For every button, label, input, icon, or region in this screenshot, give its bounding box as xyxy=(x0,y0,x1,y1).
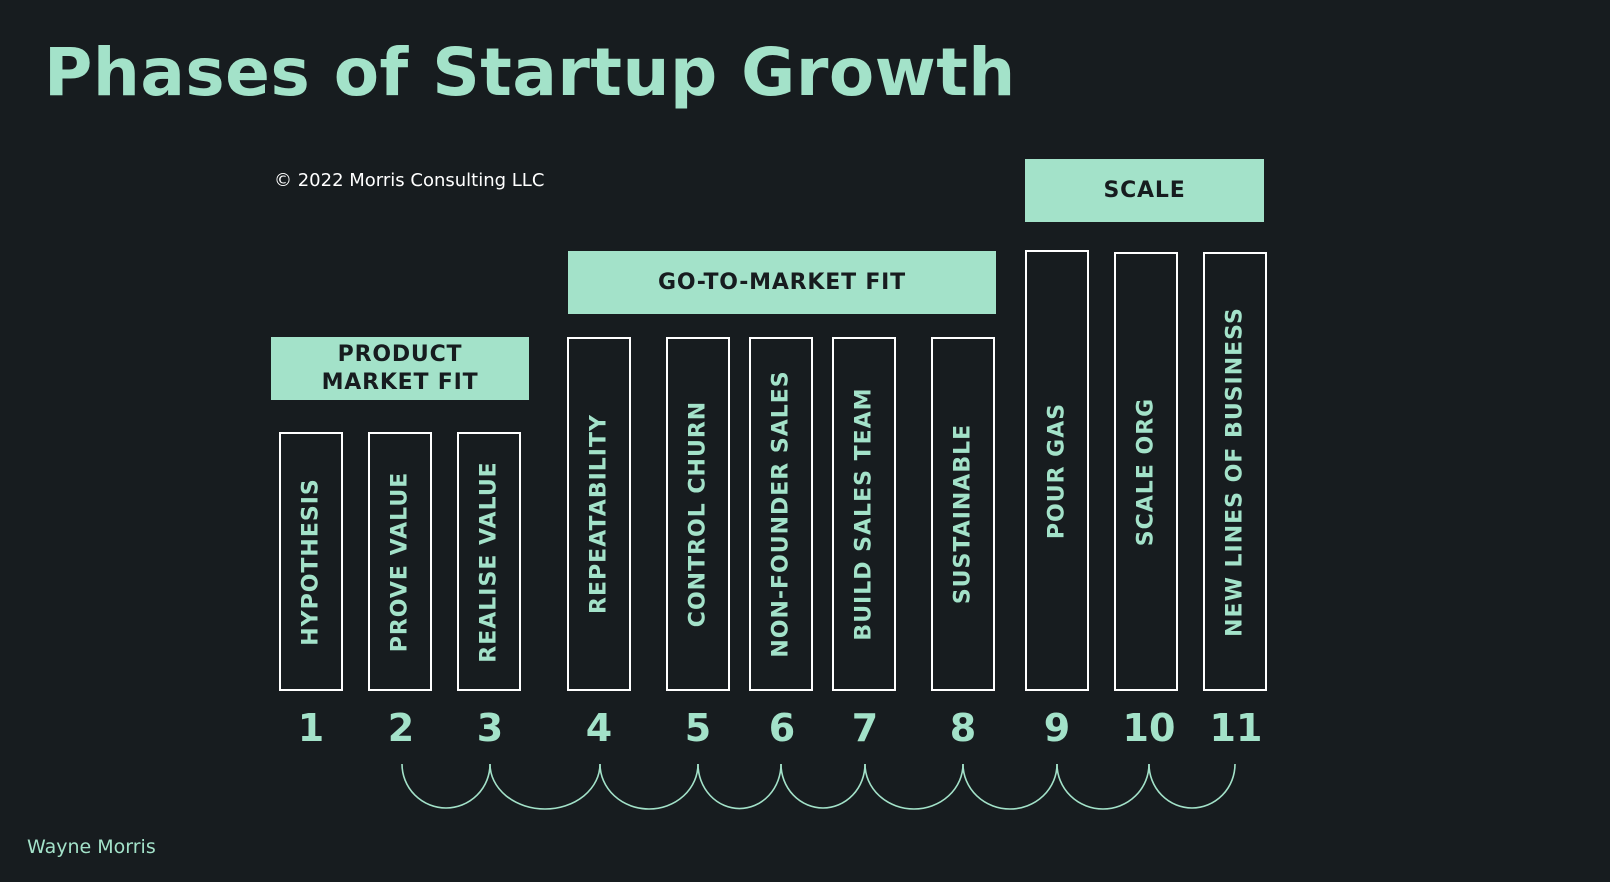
step-number: 1 xyxy=(297,706,325,750)
step-box-10: SCALE ORG xyxy=(1114,252,1178,691)
phase-label: PRODUCT MARKET FIT xyxy=(321,342,479,395)
phase-label: SCALE xyxy=(1103,177,1186,203)
page-title: Phases of Startup Growth xyxy=(44,34,1016,111)
author-name: Wayne Morris xyxy=(27,836,156,858)
arc-3-4 xyxy=(489,763,601,810)
phase-product-market-fit: PRODUCT MARKET FIT xyxy=(271,337,529,400)
arc-8-9 xyxy=(962,763,1058,810)
phase-label: GO-TO-MARKET FIT xyxy=(658,269,906,295)
step-number: 11 xyxy=(1209,706,1263,750)
step-number: 5 xyxy=(684,706,712,750)
step-box-7: BUILD SALES TEAM xyxy=(832,337,896,691)
phase-scale: SCALE xyxy=(1025,159,1264,222)
step-number: 10 xyxy=(1122,706,1176,750)
step-number: 6 xyxy=(768,706,796,750)
arc-6-7 xyxy=(780,763,866,809)
step-box-9: POUR GAS xyxy=(1025,250,1089,691)
copyright-notice: © 2022 Morris Consulting LLC xyxy=(274,170,545,191)
arc-9-10 xyxy=(1056,763,1150,810)
phase-go-to-market-fit: GO-TO-MARKET FIT xyxy=(568,251,996,314)
step-number: 4 xyxy=(585,706,613,750)
step-box-2: PROVE VALUE xyxy=(368,432,432,691)
arc-5-6 xyxy=(697,763,782,810)
step-box-5: CONTROL CHURN xyxy=(666,337,730,691)
step-box-11: NEW LINES OF BUSINESS xyxy=(1203,252,1267,691)
step-box-8: SUSTAINABLE xyxy=(931,337,995,691)
step-number: 3 xyxy=(476,706,504,750)
step-box-4: REPEATABILITY xyxy=(567,337,631,691)
arc-2-3 xyxy=(401,763,491,809)
step-number: 9 xyxy=(1043,706,1071,750)
arc-7-8 xyxy=(864,763,964,810)
step-box-6: NON-FOUNDER SALES xyxy=(749,337,813,691)
step-box-1: HYPOTHESIS xyxy=(279,432,343,691)
step-number: 8 xyxy=(949,706,977,750)
step-number: 2 xyxy=(387,706,415,750)
step-box-3: REALISE VALUE xyxy=(457,432,521,691)
step-number: 7 xyxy=(851,706,879,750)
arc-4-5 xyxy=(599,763,699,810)
arc-10-11 xyxy=(1148,763,1236,809)
